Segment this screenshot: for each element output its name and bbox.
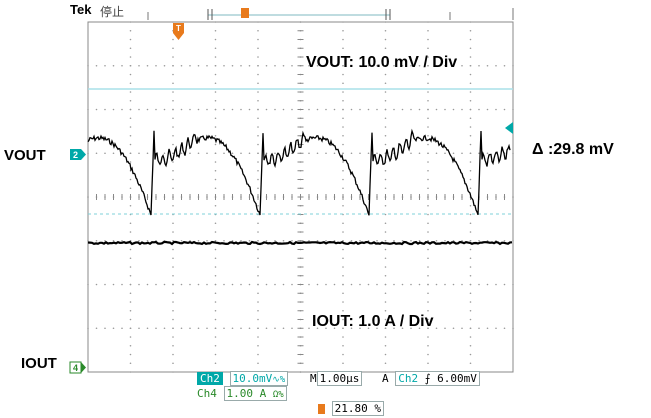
ch2-side-label: VOUT [4,147,46,164]
ch4-ground-marker[interactable]: 4 [69,361,86,374]
svg-text:2: 2 [73,150,78,160]
timebase-value: 1.00µs [316,371,363,386]
ch4-tag: Ch4 [197,387,217,400]
iout-scale-annotation: IOUT: 1.0 A / Div [312,313,434,330]
trigger-readout[interactable]: A Ch2 ⨍ 6.00mV [382,371,480,386]
record-bar [207,9,391,20]
trigger-position-small-icon [318,404,325,414]
ch2-tag: Ch2 [197,372,223,385]
ch4-scale-value: 1.00 A [226,387,267,400]
ch4-scale: 1.00 A Ω% [223,386,287,401]
header-ticks [147,8,514,20]
trigger-position-readout[interactable]: 21.80 % [318,401,384,416]
svg-text:T: T [176,24,181,33]
trigger-level: 6.00mV [437,372,477,385]
timebase-prefix: M [310,372,317,385]
trigger-position-value: 21.80 % [331,401,384,416]
brand-logo: Tek [70,2,92,17]
ch2-coupling: ∿% [272,375,286,385]
ch2-readout[interactable]: Ch2 10.0mV∿% [197,371,289,386]
cursor-arrow-icon [505,122,513,134]
graticule [87,21,514,373]
ch2-scale-value: 10.0mV [232,372,273,385]
trigger-slope-icon: ⨍ [424,372,431,385]
trigger-source: Ch2 [398,372,419,385]
iout-waveform [87,240,513,246]
vout-scale-annotation: VOUT: 10.0 mV / Div [306,54,458,71]
trigger-prefix: A [382,372,389,385]
ch4-coupling: Ω% [272,390,284,400]
ch2-scale: 10.0mV∿% [229,371,289,386]
trigger-settings: Ch2 ⨍ 6.00mV [395,371,480,386]
ch4-readout[interactable]: Ch4 1.00 A Ω% [197,386,287,401]
record-trigger-icon [241,8,249,18]
run-state: 停止 [100,5,125,19]
delta-annotation: Δ :29.8 mV [532,141,614,158]
ch4-side-label: IOUT [21,355,57,372]
timebase-readout[interactable]: M 1.00µs [310,371,363,386]
vout-waveform [87,128,511,216]
scope-header: Tek 停止 [0,0,651,22]
trigger-position-icon[interactable]: T [173,23,184,40]
svg-text:4: 4 [73,363,78,373]
ch2-ground-marker[interactable]: 2 [70,149,86,160]
